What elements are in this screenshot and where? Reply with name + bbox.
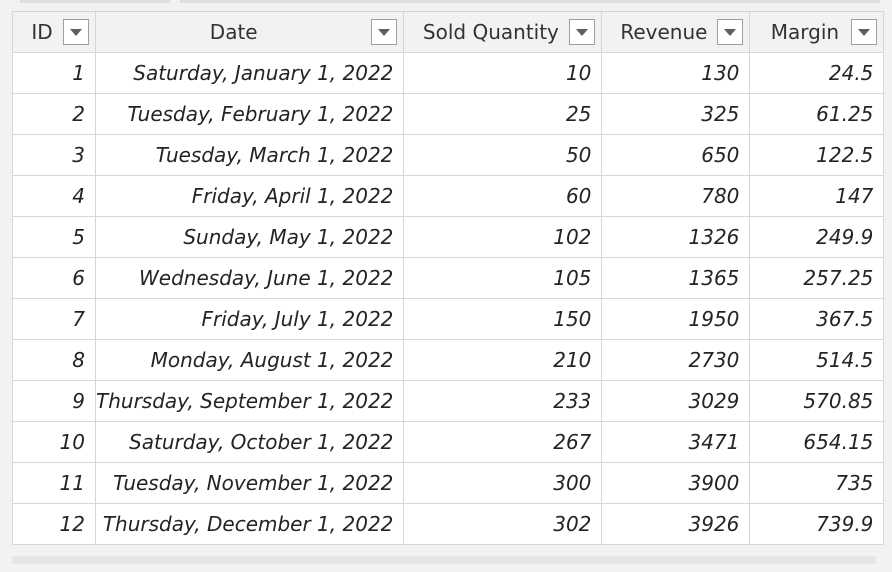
- cell-id[interactable]: 10: [12, 421, 96, 463]
- column-header-margin: Margin: [749, 11, 885, 53]
- cell-sold-quantity[interactable]: 233: [403, 380, 603, 422]
- chevron-down-icon: [576, 28, 589, 36]
- cell-date[interactable]: Thursday, September 1, 2022: [94, 380, 405, 422]
- table-row[interactable]: 1 Saturday, January 1, 2022 10 130 24.5: [12, 52, 885, 94]
- cell-sold-quantity[interactable]: 102: [403, 216, 603, 258]
- cell-sold-quantity[interactable]: 302: [403, 503, 603, 545]
- cell-revenue[interactable]: 325: [601, 93, 751, 135]
- cell-margin[interactable]: 735: [749, 462, 885, 504]
- cell-date[interactable]: Tuesday, March 1, 2022: [94, 134, 405, 176]
- cell-date[interactable]: Saturday, October 1, 2022: [94, 421, 405, 463]
- column-header-date: Date: [94, 11, 405, 53]
- cell-margin[interactable]: 147: [749, 175, 885, 217]
- cell-id[interactable]: 1: [12, 52, 96, 94]
- cell-margin[interactable]: 257.25: [749, 257, 885, 299]
- cell-date[interactable]: Sunday, May 1, 2022: [94, 216, 405, 258]
- column-header-label: Margin: [770, 20, 840, 44]
- cell-id[interactable]: 12: [12, 503, 96, 545]
- cell-margin[interactable]: 24.5: [749, 52, 885, 94]
- cell-margin[interactable]: 61.25: [749, 93, 885, 135]
- data-table: ID Date Sold Quantity: [12, 11, 885, 545]
- table-row[interactable]: 12 Thursday, December 1, 2022 302 3926 7…: [12, 503, 885, 545]
- cell-margin[interactable]: 249.9: [749, 216, 885, 258]
- chevron-down-icon: [70, 28, 82, 36]
- cell-sold-quantity[interactable]: 267: [403, 421, 603, 463]
- cell-sold-quantity[interactable]: 150: [403, 298, 603, 340]
- filter-dropdown-button[interactable]: [717, 19, 744, 45]
- cell-sold-quantity[interactable]: 105: [403, 257, 603, 299]
- cell-margin[interactable]: 514.5: [749, 339, 885, 381]
- cell-id[interactable]: 4: [12, 175, 96, 217]
- cell-date[interactable]: Tuesday, February 1, 2022: [94, 93, 405, 135]
- filter-dropdown-button[interactable]: [851, 19, 878, 45]
- cell-revenue[interactable]: 1365: [601, 257, 751, 299]
- cell-sold-quantity[interactable]: 300: [403, 462, 603, 504]
- cell-id[interactable]: 6: [12, 257, 96, 299]
- filter-dropdown-button[interactable]: [569, 19, 596, 45]
- cell-revenue[interactable]: 650: [601, 134, 751, 176]
- cell-margin[interactable]: 654.15: [749, 421, 885, 463]
- cell-date[interactable]: Monday, August 1, 2022: [94, 339, 405, 381]
- table-row[interactable]: 6 Wednesday, June 1, 2022 105 1365 257.2…: [12, 257, 885, 299]
- cell-revenue[interactable]: 1326: [601, 216, 751, 258]
- cell-sold-quantity[interactable]: 25: [403, 93, 603, 135]
- column-header-label: Revenue: [620, 20, 708, 44]
- table-row[interactable]: 8 Monday, August 1, 2022 210 2730 514.5: [12, 339, 885, 381]
- cell-id[interactable]: 5: [12, 216, 96, 258]
- cell-revenue[interactable]: 130: [601, 52, 751, 94]
- cell-id[interactable]: 2: [12, 93, 96, 135]
- cell-sold-quantity[interactable]: 10: [403, 52, 603, 94]
- chevron-down-icon: [378, 28, 391, 36]
- cell-id[interactable]: 11: [12, 462, 96, 504]
- cell-date[interactable]: Saturday, January 1, 2022: [94, 52, 405, 94]
- cell-margin[interactable]: 739.9: [749, 503, 885, 545]
- cell-date[interactable]: Wednesday, June 1, 2022: [94, 257, 405, 299]
- cell-sold-quantity[interactable]: 210: [403, 339, 603, 381]
- cell-margin[interactable]: 367.5: [749, 298, 885, 340]
- table-row[interactable]: 11 Tuesday, November 1, 2022 300 3900 73…: [12, 462, 885, 504]
- cell-margin[interactable]: 122.5: [749, 134, 885, 176]
- filter-dropdown-button[interactable]: [371, 19, 398, 45]
- cell-margin[interactable]: 570.85: [749, 380, 885, 422]
- cell-revenue[interactable]: 1950: [601, 298, 751, 340]
- column-header-revenue: Revenue: [601, 11, 751, 53]
- cell-sold-quantity[interactable]: 60: [403, 175, 603, 217]
- table-row[interactable]: 2 Tuesday, February 1, 2022 25 325 61.25: [12, 93, 885, 135]
- table-row[interactable]: 5 Sunday, May 1, 2022 102 1326 249.9: [12, 216, 885, 258]
- cell-id[interactable]: 3: [12, 134, 96, 176]
- cell-revenue[interactable]: 3471: [601, 421, 751, 463]
- cell-revenue[interactable]: 3900: [601, 462, 751, 504]
- cell-date[interactable]: Friday, April 1, 2022: [94, 175, 405, 217]
- cell-revenue[interactable]: 780: [601, 175, 751, 217]
- column-header-id: ID: [12, 11, 96, 53]
- cell-id[interactable]: 9: [12, 380, 96, 422]
- table-row[interactable]: 10 Saturday, October 1, 2022 267 3471 65…: [12, 421, 885, 463]
- header-row: ID Date Sold Quantity: [12, 11, 885, 53]
- cell-sold-quantity[interactable]: 50: [403, 134, 603, 176]
- tab-strip-left: [20, 0, 170, 3]
- table-row[interactable]: 3 Tuesday, March 1, 2022 50 650 122.5: [12, 134, 885, 176]
- cell-revenue[interactable]: 3926: [601, 503, 751, 545]
- column-header-label: Date: [209, 20, 258, 44]
- chevron-down-icon: [858, 28, 871, 36]
- chevron-down-icon: [724, 28, 737, 36]
- cell-date[interactable]: Friday, July 1, 2022: [94, 298, 405, 340]
- cell-id[interactable]: 7: [12, 298, 96, 340]
- table-row[interactable]: 9 Thursday, September 1, 2022 233 3029 5…: [12, 380, 885, 422]
- column-header-label: ID: [31, 20, 53, 44]
- filter-dropdown-button[interactable]: [63, 19, 89, 45]
- cell-id[interactable]: 8: [12, 339, 96, 381]
- column-header-label: Sold Quantity: [422, 20, 559, 44]
- tab-strip-right: [180, 0, 880, 3]
- column-header-sold-quantity: Sold Quantity: [403, 11, 603, 53]
- cell-revenue[interactable]: 2730: [601, 339, 751, 381]
- table-row[interactable]: 7 Friday, July 1, 2022 150 1950 367.5: [12, 298, 885, 340]
- horizontal-scrollbar-track[interactable]: [12, 556, 876, 564]
- table-row[interactable]: 4 Friday, April 1, 2022 60 780 147: [12, 175, 885, 217]
- cell-revenue[interactable]: 3029: [601, 380, 751, 422]
- cell-date[interactable]: Thursday, December 1, 2022: [94, 503, 405, 545]
- cell-date[interactable]: Tuesday, November 1, 2022: [94, 462, 405, 504]
